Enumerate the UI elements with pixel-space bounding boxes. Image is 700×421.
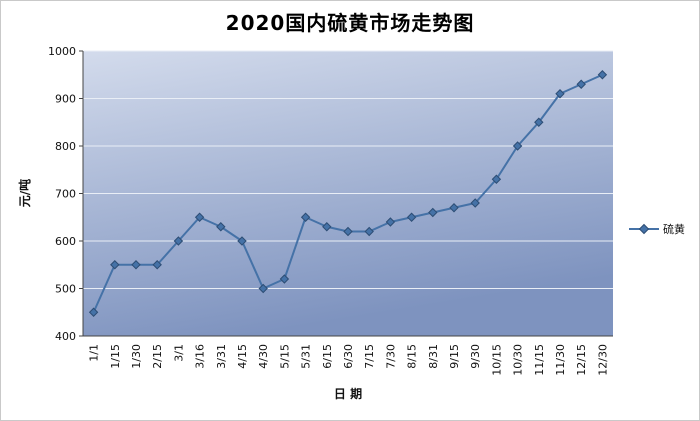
x-tick-label: 10/30 <box>512 344 525 376</box>
x-tick-label: 3/16 <box>194 344 207 369</box>
x-tick-label: 4/15 <box>236 344 249 369</box>
data-point-marker <box>300 212 311 222</box>
legend: 硫黄 <box>629 222 685 236</box>
x-tick-label: 4/30 <box>257 344 270 369</box>
x-tick-label: 1/1 <box>88 344 101 362</box>
data-point-marker <box>152 260 162 270</box>
data-point-marker <box>343 226 353 237</box>
data-point-marker <box>88 307 99 317</box>
data-point-marker <box>110 260 120 270</box>
x-tick-label: 7/15 <box>363 344 376 369</box>
line-chart: 元/吨 日 期 硫黄 400 500 600 700 800 900 1000 1/1 1/15… <box>17 45 685 401</box>
data-point-marker <box>194 212 205 222</box>
x-tick-label: 8/31 <box>427 344 440 369</box>
data-point-marker <box>237 236 247 246</box>
data-point-marker <box>279 274 290 284</box>
x-tick-label: 11/15 <box>533 344 546 376</box>
y-tick-label: 1000 <box>48 45 76 58</box>
y-axis-title: 元/吨 <box>17 179 32 207</box>
legend-label: 硫黄 <box>663 222 685 236</box>
x-tick-label: 12/30 <box>596 344 609 376</box>
x-tick-label: 1/15 <box>109 344 122 369</box>
x-tick-label: 5/15 <box>278 344 291 369</box>
data-point-marker <box>512 141 523 151</box>
x-tick-label: 8/15 <box>406 344 419 369</box>
y-tick-label: 700 <box>55 188 76 201</box>
y-tick-label: 800 <box>55 140 76 153</box>
data-point-marker <box>216 222 226 232</box>
y-tick-label: 900 <box>55 93 76 106</box>
data-point-marker <box>555 89 565 99</box>
x-tick-label: 3/1 <box>172 344 185 362</box>
x-axis-title: 日 期 <box>334 386 362 401</box>
legend-marker-icon <box>638 223 650 235</box>
x-tick-label: 6/15 <box>321 344 334 369</box>
x-tick-label: 6/30 <box>342 344 355 369</box>
data-point-marker <box>406 212 417 222</box>
data-point-marker <box>258 283 268 294</box>
y-tick-label: 400 <box>55 330 76 343</box>
data-point-marker <box>597 70 608 80</box>
data-point-marker <box>364 226 374 237</box>
data-point-marker <box>385 217 396 227</box>
chart-title: 2020国内硫黄市场走势图 <box>225 11 475 35</box>
x-tick-label: 12/15 <box>575 344 588 376</box>
data-point-marker <box>576 79 586 89</box>
data-point-marker <box>534 117 544 127</box>
x-tick-label: 1/30 <box>130 344 143 369</box>
data-point-marker <box>131 260 141 270</box>
gridlines <box>83 50 613 289</box>
x-tick-label: 3/31 <box>215 344 228 369</box>
x-tick-label: 9/15 <box>448 344 461 369</box>
y-tick-label: 600 <box>55 235 76 248</box>
data-point-marker <box>322 222 332 232</box>
x-tick-label: 2/15 <box>151 344 164 369</box>
y-tick-label: 500 <box>55 283 76 296</box>
data-point-marker <box>428 207 438 218</box>
x-tick-label: 5/31 <box>300 344 313 369</box>
data-point-marker <box>173 236 184 246</box>
axis-labels: 400 500 600 700 800 900 1000 1/1 1/15 1/30 2/15 3/1… <box>48 45 609 376</box>
x-tick-label: 7/30 <box>384 344 397 369</box>
x-tick-label: 11/30 <box>554 344 567 376</box>
data-point-marker <box>491 174 502 184</box>
data-point-marker <box>470 198 480 208</box>
x-tick-label: 9/30 <box>469 344 482 369</box>
x-tick-label: 10/15 <box>490 344 503 376</box>
series <box>88 70 608 317</box>
axes <box>79 50 613 337</box>
data-point-marker <box>449 203 459 213</box>
